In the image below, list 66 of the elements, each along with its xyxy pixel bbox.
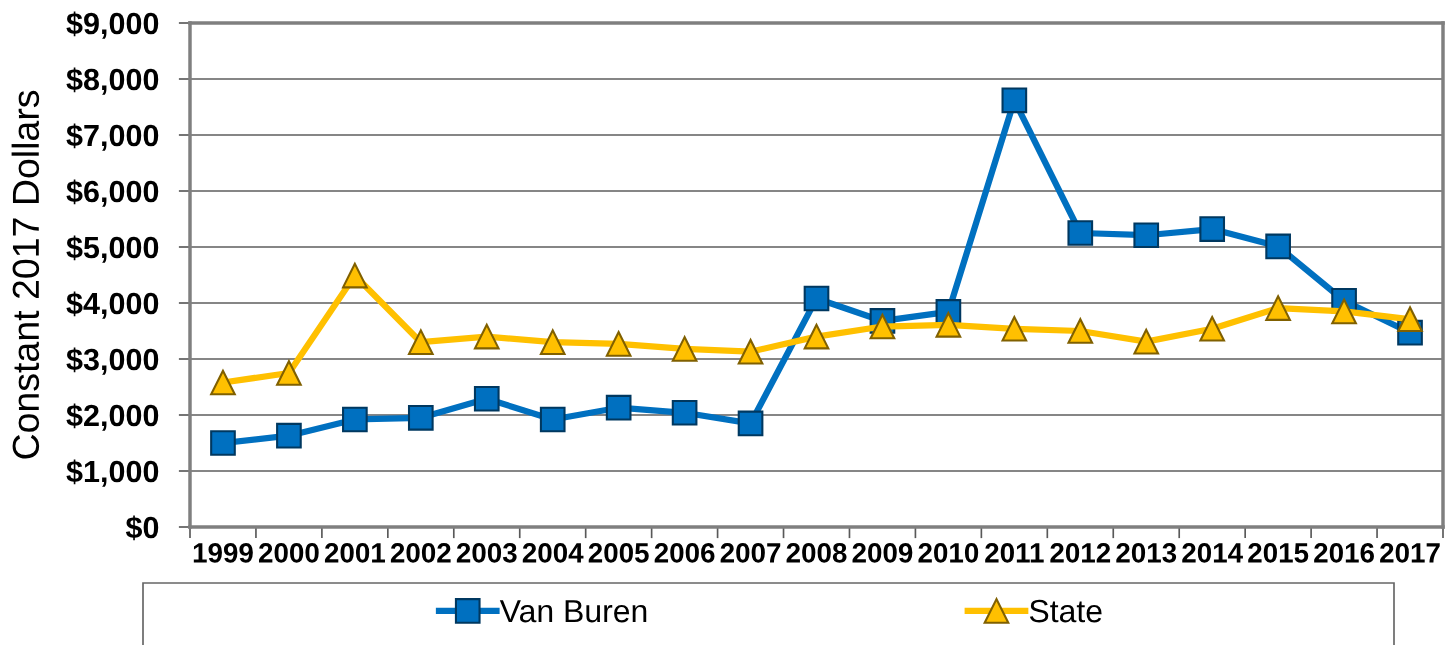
point	[1331, 298, 1357, 325]
y-tick-label: $3,000	[66, 347, 159, 375]
point	[935, 311, 962, 338]
y-tick-label: $5,000	[66, 235, 159, 263]
point	[1001, 87, 1028, 114]
point	[342, 406, 368, 433]
legend-label: State	[1029, 599, 1102, 623]
point	[1265, 233, 1291, 260]
point	[671, 336, 698, 362]
y-axis-title: Constant 2017 Dollars	[11, 90, 40, 459]
x-tick-label: 2007	[720, 543, 781, 563]
x-tick-label: 2006	[654, 543, 715, 563]
x-tick-label: 2004	[522, 543, 584, 563]
x-tick-label: 2011	[985, 543, 1044, 563]
point	[210, 430, 236, 456]
y-tick-label: $8,000	[66, 67, 159, 95]
x-tick-label: 2005	[588, 543, 649, 563]
point	[276, 422, 302, 449]
point	[1199, 216, 1226, 242]
point	[407, 404, 434, 431]
point	[803, 285, 830, 312]
point	[737, 410, 764, 437]
point	[210, 369, 236, 396]
x-tick-label: 2014	[1182, 543, 1243, 563]
y-tick-label: $4,000	[66, 291, 159, 319]
point	[1133, 328, 1160, 355]
y-tick-label: $7,000	[66, 123, 159, 151]
point	[1133, 222, 1160, 249]
point	[407, 329, 434, 356]
x-tick-label: 2016	[1314, 543, 1374, 563]
point	[473, 323, 500, 350]
point	[803, 323, 830, 350]
point	[539, 329, 566, 356]
point	[1067, 220, 1094, 246]
x-tick-label: 2013	[1116, 543, 1177, 563]
point	[737, 338, 764, 365]
point	[539, 406, 566, 433]
x-tick-label: 2001	[324, 543, 385, 563]
legend-label: Van Buren	[499, 600, 647, 623]
y-tick-label: $1,000	[66, 459, 159, 487]
y-tick-label: $2,000	[66, 403, 159, 431]
point	[1067, 318, 1094, 344]
point	[276, 360, 302, 386]
point	[1265, 295, 1291, 321]
x-tick-label: 2003	[456, 543, 517, 563]
y-tick-label: $6,000	[66, 179, 159, 207]
point	[1001, 315, 1028, 342]
y-tick-label: $9,000	[66, 11, 159, 39]
y-tick-label: $0	[125, 515, 159, 541]
x-tick-label: 2000	[258, 543, 319, 563]
x-tick-label: 2009	[852, 543, 913, 563]
point	[1397, 306, 1423, 333]
point	[671, 399, 698, 426]
point	[605, 394, 632, 421]
point	[605, 331, 632, 357]
x-tick-label: 1999	[193, 543, 253, 563]
x-tick-label: 2015	[1248, 543, 1309, 563]
point	[869, 313, 896, 340]
x-tick-label: 2017	[1380, 543, 1440, 563]
point	[473, 385, 500, 412]
point	[342, 262, 368, 289]
x-tick-label: 2010	[918, 543, 979, 563]
point	[1199, 315, 1226, 342]
x-tick-label: 2008	[786, 543, 847, 563]
x-tick-label: 2002	[390, 543, 451, 563]
x-tick-label: 2012	[1050, 543, 1111, 563]
